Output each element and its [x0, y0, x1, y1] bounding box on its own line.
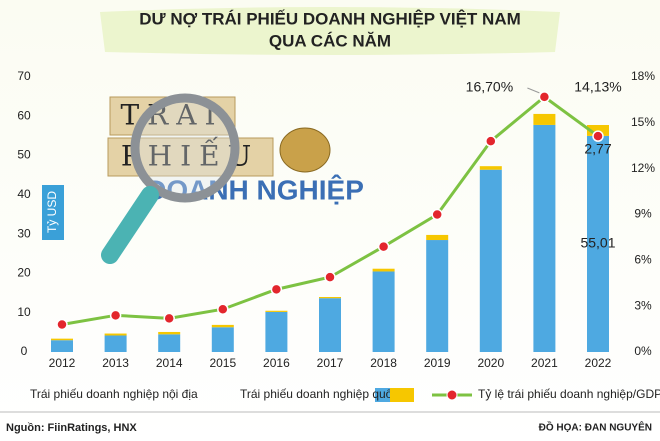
coins	[279, 127, 331, 173]
bar-segment	[265, 310, 288, 312]
x-tick-label: 2015	[209, 356, 236, 370]
y2-tick-label: 6%	[634, 253, 652, 267]
line-marker	[324, 271, 336, 283]
bar-segment	[104, 333, 127, 336]
line-marker	[56, 318, 68, 331]
y2-tick-label: 12%	[631, 161, 655, 175]
bar-segment	[533, 113, 556, 125]
x-tick-label: 2020	[477, 356, 504, 370]
line-marker	[592, 130, 604, 142]
value-label: 14,13%	[574, 79, 621, 95]
bar-segment	[479, 169, 502, 352]
y-tick-label: 40	[17, 187, 31, 201]
y2-tick-label: 18%	[631, 69, 655, 83]
legend-marker	[446, 389, 458, 401]
line-marker	[109, 309, 122, 322]
y-tick-label: 0	[21, 344, 28, 358]
line-marker	[377, 240, 390, 253]
bar-segment	[372, 268, 395, 272]
value-label: 55,01	[580, 235, 615, 251]
bar-segment	[265, 311, 288, 352]
x-tick-label: 2021	[531, 356, 558, 370]
x-tick-label: 2016	[263, 356, 290, 370]
y-tick-label: 50	[17, 148, 31, 162]
chart-subtitle: QUA CÁC NĂM	[269, 31, 391, 50]
bar-segment	[587, 135, 609, 352]
legend-label: Trái phiếu doanh nghiệp nội địa	[30, 387, 198, 401]
y2-tick-label: 3%	[634, 298, 652, 312]
x-tick-label: 2013	[102, 356, 129, 370]
x-tick-label: 2019	[424, 356, 451, 370]
bar-segment	[426, 234, 449, 241]
magnifier-handle	[101, 186, 159, 264]
bar-segment	[319, 298, 341, 352]
bar-segment	[533, 124, 556, 352]
value-label: 2,77	[584, 141, 611, 157]
line-marker	[217, 303, 229, 315]
legend-label: Trái phiếu doanh nghiệp quốc tế	[240, 387, 412, 401]
legend-swatch	[390, 388, 414, 402]
x-tick-label: 2014	[156, 356, 183, 370]
legend-label: Tỷ lệ trái phiếu doanh nghiệp/GDP	[478, 387, 660, 401]
y-label-box	[42, 185, 64, 240]
credit: ĐỒ HỌA: ĐAN NGUYÊN	[539, 421, 652, 434]
bar-segment	[158, 331, 181, 335]
line-marker	[163, 312, 175, 325]
y-tick-label: 60	[17, 108, 31, 122]
x-tick-label: 2018	[370, 356, 397, 370]
illustration: TRÁI PHIẾU DOANH NGHIỆP	[101, 93, 364, 264]
value-label: 16,70%	[466, 79, 513, 95]
y-tick-label: 70	[17, 69, 31, 83]
bar-segment	[51, 338, 73, 341]
y2-tick-label: 0%	[634, 344, 652, 358]
y-tick-label: 20	[17, 266, 31, 280]
bar-segment	[319, 297, 341, 299]
magnifier	[130, 93, 240, 203]
bar-segment	[51, 340, 73, 352]
leader-line	[527, 87, 540, 94]
bar-segment	[211, 327, 234, 352]
line-marker	[270, 283, 283, 296]
title-banner	[100, 7, 560, 55]
line-marker	[431, 208, 443, 221]
line-marker	[538, 91, 551, 103]
chart-title: DƯ NỢ TRÁI PHIẾU DOANH NGHIỆP VIỆT NAM	[139, 9, 521, 28]
y2-tick-label: 9%	[634, 207, 652, 221]
bar-segment	[211, 324, 234, 328]
y-tick-label: 10	[17, 305, 31, 319]
x-tick-label: 2012	[49, 356, 76, 370]
bar-segment	[158, 334, 181, 352]
x-tick-label: 2022	[585, 356, 612, 370]
line-marker	[485, 135, 497, 147]
y-tick-label: 30	[17, 226, 31, 240]
bar-segment	[426, 240, 449, 352]
x-tick-label: 2017	[317, 356, 344, 370]
bar-segment	[104, 335, 127, 352]
bar-segment	[479, 166, 502, 170]
source: Nguồn: FiinRatings, HNX	[6, 422, 137, 434]
y2-tick-label: 15%	[631, 115, 655, 129]
bar-segment	[372, 271, 395, 352]
y-axis-label: Tỷ USD	[45, 191, 59, 233]
